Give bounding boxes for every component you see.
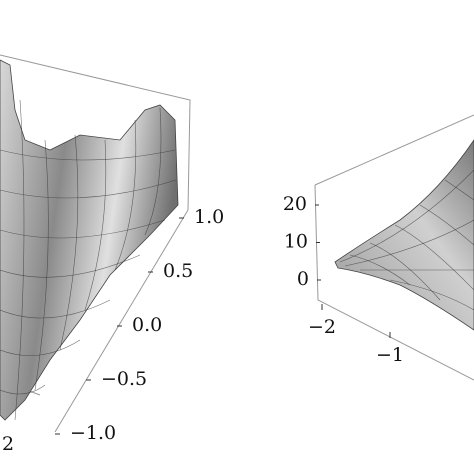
bounding-box [314, 114, 474, 186]
tick-label: 2 [2, 433, 14, 455]
tick-label: −2 [308, 316, 336, 338]
tick-label: 0.5 [163, 260, 193, 282]
surface [0, 59, 179, 421]
surface-mesh [0, 99, 177, 421]
surface [334, 139, 474, 331]
tick-label: −1 [376, 344, 404, 366]
tick-label: −0.5 [101, 368, 147, 390]
left-plot [0, 54, 191, 433]
bounding-box [0, 54, 191, 433]
tick-label: 10 [284, 231, 308, 253]
bounding-box [314, 184, 474, 381]
tick-label: 0 [297, 268, 309, 290]
tick-label: 20 [283, 193, 307, 215]
tick-label: 0.0 [132, 314, 162, 336]
right-plot [314, 114, 474, 381]
surface-mesh [339, 169, 474, 311]
tick-label: 1.0 [194, 206, 224, 228]
tick-label: −1.0 [70, 422, 116, 444]
